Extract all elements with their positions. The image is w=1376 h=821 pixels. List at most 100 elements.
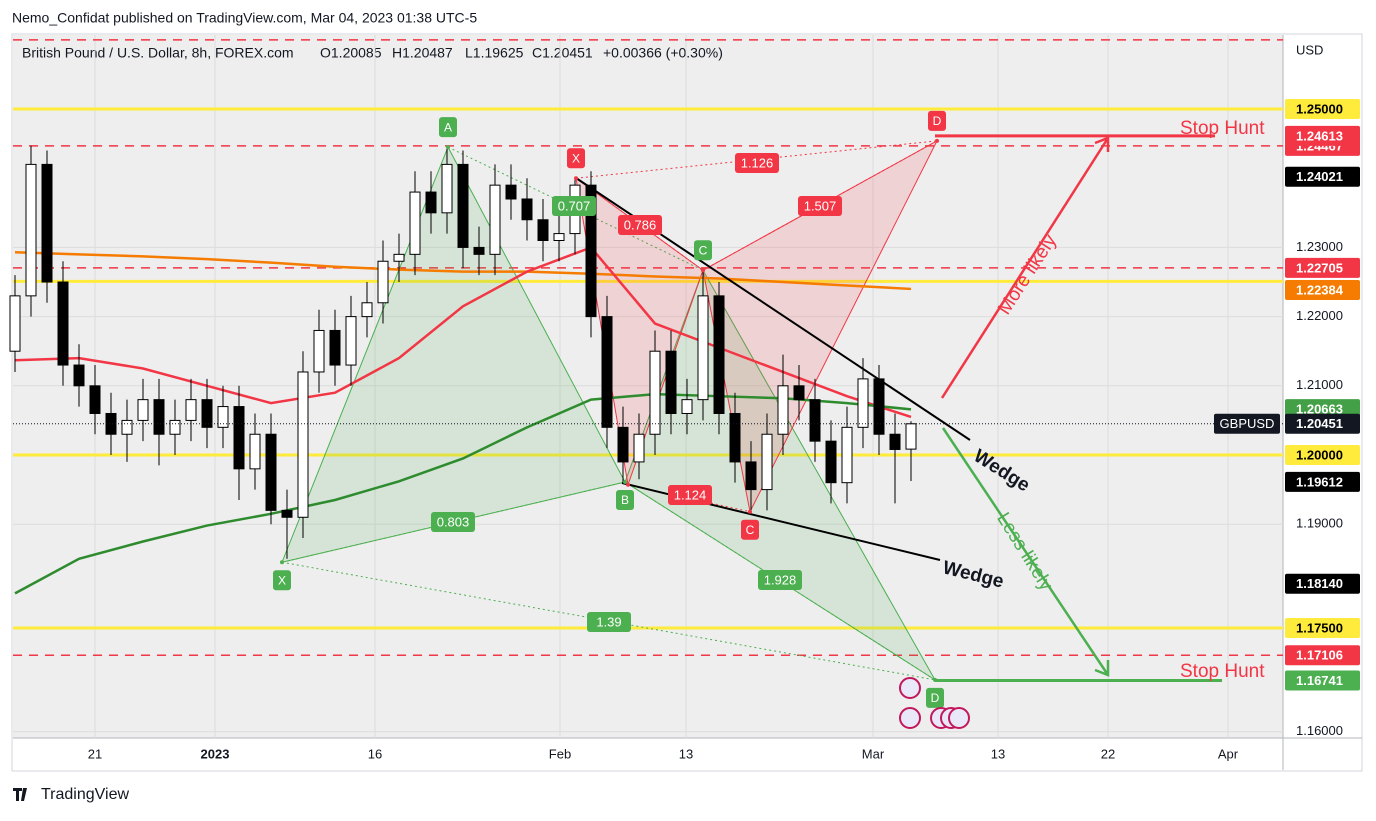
price-label: 1.25000 xyxy=(1296,101,1343,116)
ratio-box xyxy=(618,215,662,235)
pattern-point xyxy=(935,138,939,143)
y-tick-label: 1.16000 xyxy=(1296,723,1343,738)
candle-body xyxy=(249,433,261,470)
pattern-point-label: C xyxy=(699,243,708,257)
pattern-point xyxy=(701,268,705,273)
candle-body xyxy=(441,163,453,214)
pattern-point-box xyxy=(616,489,634,510)
x-tick-label: Apr xyxy=(1218,746,1239,761)
arrow xyxy=(940,136,1110,399)
candle-body xyxy=(873,378,885,435)
pattern-ratio-line xyxy=(575,177,704,271)
pattern-point-box xyxy=(567,148,585,169)
price-label-box xyxy=(1285,166,1360,187)
ratio-label: 1.39 xyxy=(596,614,621,629)
event-icon xyxy=(948,707,970,729)
candle-body xyxy=(745,461,757,491)
logo-text: TradingView xyxy=(41,786,129,803)
ratio-label: 0.803 xyxy=(437,514,470,529)
candle-body xyxy=(25,163,37,297)
price-label: 1.18140 xyxy=(1296,576,1343,591)
price-label-box xyxy=(1285,125,1360,146)
price-label: 1.20000 xyxy=(1296,447,1343,462)
x-tick-label: 2023 xyxy=(201,746,230,761)
candle-body xyxy=(505,184,517,200)
symbol-title: British Pound / U.S. Dollar, 8h, FOREX.c… xyxy=(22,45,294,61)
pattern-point-label: X xyxy=(278,573,286,587)
candle-body xyxy=(393,253,405,262)
candle-body xyxy=(489,184,501,255)
price-label: 1.24021 xyxy=(1296,169,1343,184)
candle-body xyxy=(713,295,725,414)
x-tick-label: 21 xyxy=(88,746,102,761)
price-label-box xyxy=(1285,445,1360,466)
candle-body xyxy=(73,364,85,387)
price-label: 1.22705 xyxy=(1296,260,1343,275)
ohlc-value: H1.20487 xyxy=(392,45,453,61)
price-label: 1.16741 xyxy=(1296,673,1343,688)
candle-body xyxy=(57,281,69,366)
x-tick-label: 16 xyxy=(368,746,382,761)
pattern-ratio-line xyxy=(624,481,936,681)
candle-body xyxy=(329,329,341,366)
pattern-point-box xyxy=(273,570,291,591)
candle-body xyxy=(185,399,197,421)
stop-hunt-label: Stop Hunt xyxy=(1180,118,1265,139)
price-label: 1.20451 xyxy=(1296,416,1343,431)
pattern-point-label: X xyxy=(572,151,580,165)
candle-body xyxy=(777,385,789,435)
candle-body xyxy=(809,399,821,442)
pattern-point-box xyxy=(439,117,457,138)
price-label-box xyxy=(1285,670,1360,691)
ratio-box xyxy=(431,512,475,532)
candle-body xyxy=(201,399,213,428)
candle-body xyxy=(857,378,869,428)
candle-body xyxy=(105,412,117,435)
y-tick-label: 1.19000 xyxy=(1296,516,1343,531)
price-label-box xyxy=(1285,471,1360,492)
candle-body xyxy=(265,433,277,511)
symbol-tag xyxy=(1214,413,1280,434)
event-icon xyxy=(899,677,921,699)
candle-body xyxy=(361,302,373,318)
price-label-box xyxy=(1285,645,1360,666)
ratio-label: 1.507 xyxy=(804,198,837,213)
ratio-box xyxy=(758,570,802,590)
pattern-point xyxy=(933,677,937,682)
candle-body xyxy=(761,433,773,491)
ratio-box xyxy=(735,153,779,173)
candle-body xyxy=(585,184,597,318)
candle-body xyxy=(521,198,533,221)
moving-average xyxy=(14,251,912,291)
pattern-point xyxy=(280,560,284,565)
pattern-point-label: A xyxy=(444,120,452,134)
moving-average xyxy=(14,392,912,595)
arrow xyxy=(941,427,1110,677)
price-label-box xyxy=(1285,257,1360,278)
candle-body xyxy=(905,423,917,450)
ratio-label: 1.126 xyxy=(741,155,774,170)
ratio-label: 0.707 xyxy=(558,198,591,213)
moving-average xyxy=(14,245,912,419)
pattern-point xyxy=(574,176,578,181)
candle-body xyxy=(281,509,293,518)
price-label: 1.22384 xyxy=(1296,282,1344,297)
candle-body xyxy=(377,260,389,304)
ratio-box xyxy=(587,612,631,632)
candle-body xyxy=(41,163,53,283)
candle-body xyxy=(345,316,357,366)
candle-body xyxy=(121,419,133,435)
candle-body xyxy=(537,219,549,242)
candle-body xyxy=(457,163,469,248)
stop-hunt-label: Stop Hunt xyxy=(1180,661,1265,682)
pattern-point xyxy=(626,482,630,487)
ratio-box xyxy=(798,196,842,216)
candle-body xyxy=(297,371,309,518)
pattern-point-box xyxy=(928,110,946,131)
candle-body xyxy=(169,419,181,435)
pattern-point-label: B xyxy=(621,493,629,507)
pattern-point-label: C xyxy=(746,523,755,537)
publisher: Nemo_Confidat published on TradingView.c… xyxy=(12,10,477,26)
footer-logo: TradingView xyxy=(13,786,129,803)
